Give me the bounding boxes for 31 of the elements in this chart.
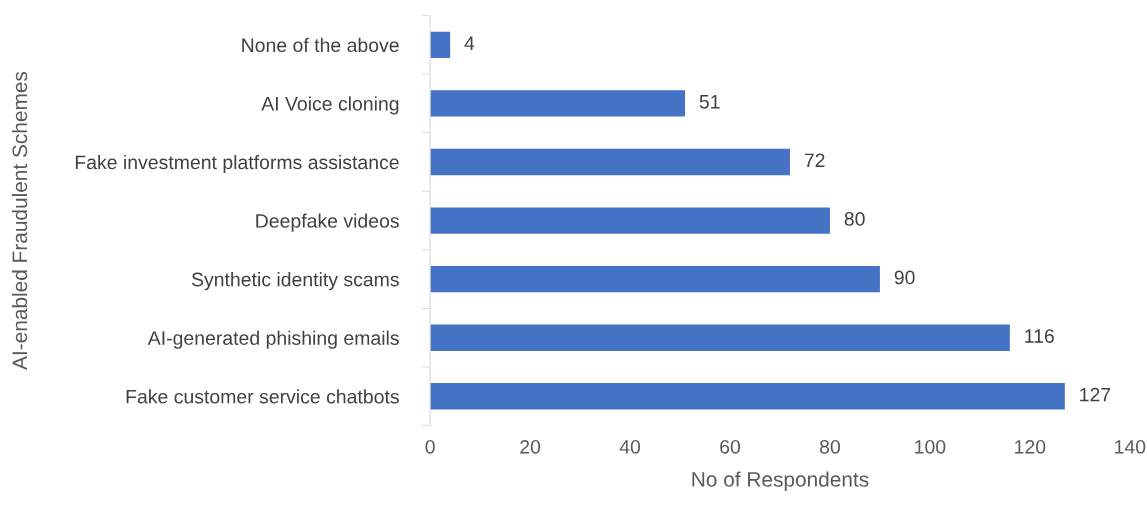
y-tick-label: Synthetic identity scams [191,272,399,291]
data-label: 80 [844,212,865,226]
x-tick-label: 60 [720,439,741,454]
bar [430,265,880,293]
data-label: 51 [699,95,720,109]
x-tick-label: 140 [1115,439,1146,454]
y-tick-label: AI Voice cloning [261,96,399,115]
x-tick-label: 120 [1015,439,1046,454]
bar [430,90,685,117]
data-label: 90 [894,270,915,285]
x-tick-label: 40 [619,439,641,454]
x-tick-label: 20 [520,439,541,454]
data-label: 127 [1080,387,1111,402]
data-label: 72 [804,153,825,168]
bar [430,324,1010,351]
bar [430,207,830,234]
bar [430,31,451,59]
x-axis-title: No of Respondents [692,471,869,491]
y-tick-label: AI-generated phishing emails [147,330,399,349]
x-tick-label: 80 [819,439,840,454]
x-tick-label: 100 [915,439,946,454]
data-label: 4 [464,36,475,50]
data-label: 116 [1025,329,1054,343]
y-tick-label: Fake investment platforms assistance [75,154,399,174]
y-axis-title: AI-enabled Fraudulent Schemes [11,71,28,370]
x-tick-label: 0 [425,439,435,454]
y-tick-label: None of the above [242,37,399,53]
bar [430,383,1065,410]
bar [430,148,790,176]
y-tick-label: Fake customer service chatbots [126,389,399,404]
y-tick-label: Deepfake videos [256,213,399,232]
